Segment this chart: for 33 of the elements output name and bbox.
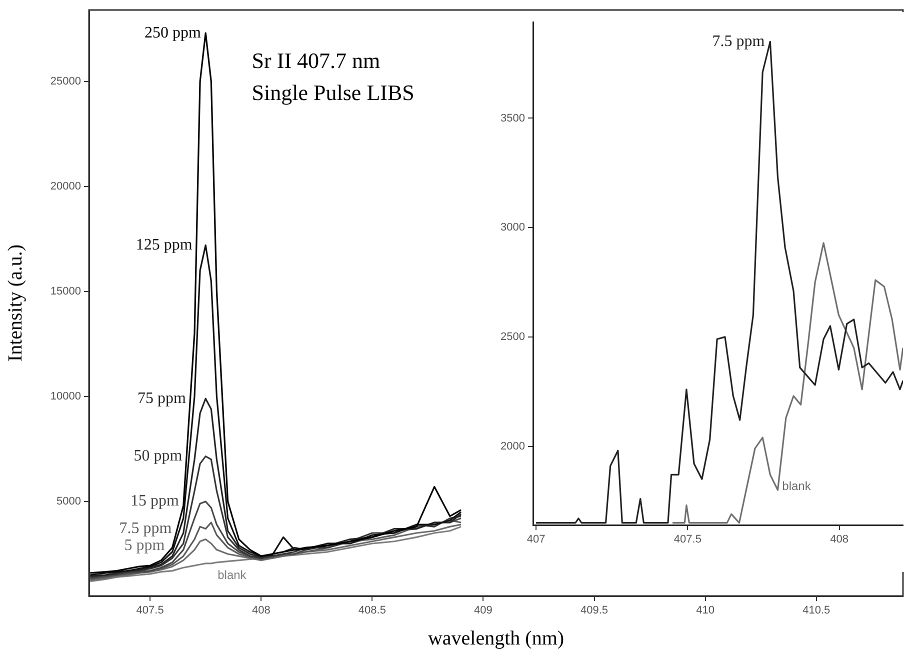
series-label: 125 ppm	[136, 236, 193, 254]
series-label: 50 ppm	[134, 448, 183, 465]
y-tick-label: 3000	[500, 222, 525, 234]
x-axis-title: wavelength (nm)	[428, 627, 564, 650]
y-tick-label: 5000	[56, 496, 81, 508]
series-label: 75 ppm	[137, 390, 186, 407]
series-label: 5 ppm	[124, 536, 166, 554]
x-tick-label: 407.5	[136, 604, 164, 617]
x-tick-label: 407	[526, 534, 546, 546]
series-label: blank	[218, 568, 248, 582]
series-label: 7.5 ppm	[119, 520, 172, 537]
series-label: blank	[782, 479, 812, 494]
y-tick-label: 15000	[50, 285, 81, 298]
y-axis-title: Intensity (a.u.)	[4, 244, 26, 362]
x-tick-label: 409.5	[580, 604, 608, 617]
x-tick-label: 407.5	[674, 534, 702, 546]
y-tick-label: 20000	[50, 180, 81, 192]
y-tick-label: 10000	[50, 390, 81, 402]
series-label: 7.5 ppm	[712, 32, 766, 50]
annotation: Single Pulse LIBS	[252, 80, 414, 105]
x-tick-label: 409	[474, 604, 492, 617]
x-tick-label: 410	[696, 604, 715, 617]
x-tick-label: 408	[252, 604, 270, 617]
annotation: Sr II 407.7 nm	[252, 48, 380, 73]
x-tick-label: 410.5	[802, 604, 830, 617]
x-tick-label: 408.5	[358, 604, 386, 617]
y-tick-label: 2000	[500, 440, 525, 452]
y-tick-label: 25000	[50, 75, 81, 88]
series-label: 15 ppm	[130, 492, 180, 510]
y-tick-label: 2500	[500, 330, 525, 343]
x-tick-label: 408	[830, 534, 848, 546]
series-label: 250 ppm	[144, 24, 202, 42]
y-tick-label: 3500	[500, 112, 525, 124]
